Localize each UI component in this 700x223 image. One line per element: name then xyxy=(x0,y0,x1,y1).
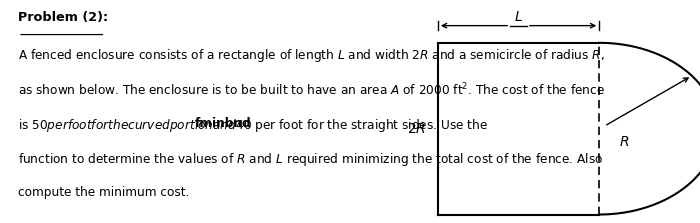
Text: A fenced enclosure consists of a rectangle of length $L$ and width $2R$ and a se: A fenced enclosure consists of a rectang… xyxy=(18,47,605,64)
Text: compute the minimum cost.: compute the minimum cost. xyxy=(18,186,189,199)
Text: $L$: $L$ xyxy=(514,10,523,24)
Text: as shown below. The enclosure is to be built to have an area $A$ of 2000 ft$^2$.: as shown below. The enclosure is to be b… xyxy=(18,82,605,99)
Text: $2R$: $2R$ xyxy=(407,122,426,136)
Text: function to determine the values of $R$ and $L$ required minimizing the total co: function to determine the values of $R$ … xyxy=(18,151,603,168)
Text: fminbnd: fminbnd xyxy=(195,117,251,130)
Text: Problem (2):: Problem (2): xyxy=(18,11,108,24)
Text: is $50 per foot for the curved portion and $40 per foot for the straight sides. : is $50 per foot for the curved portion a… xyxy=(18,117,489,134)
Text: $R$: $R$ xyxy=(620,135,630,149)
